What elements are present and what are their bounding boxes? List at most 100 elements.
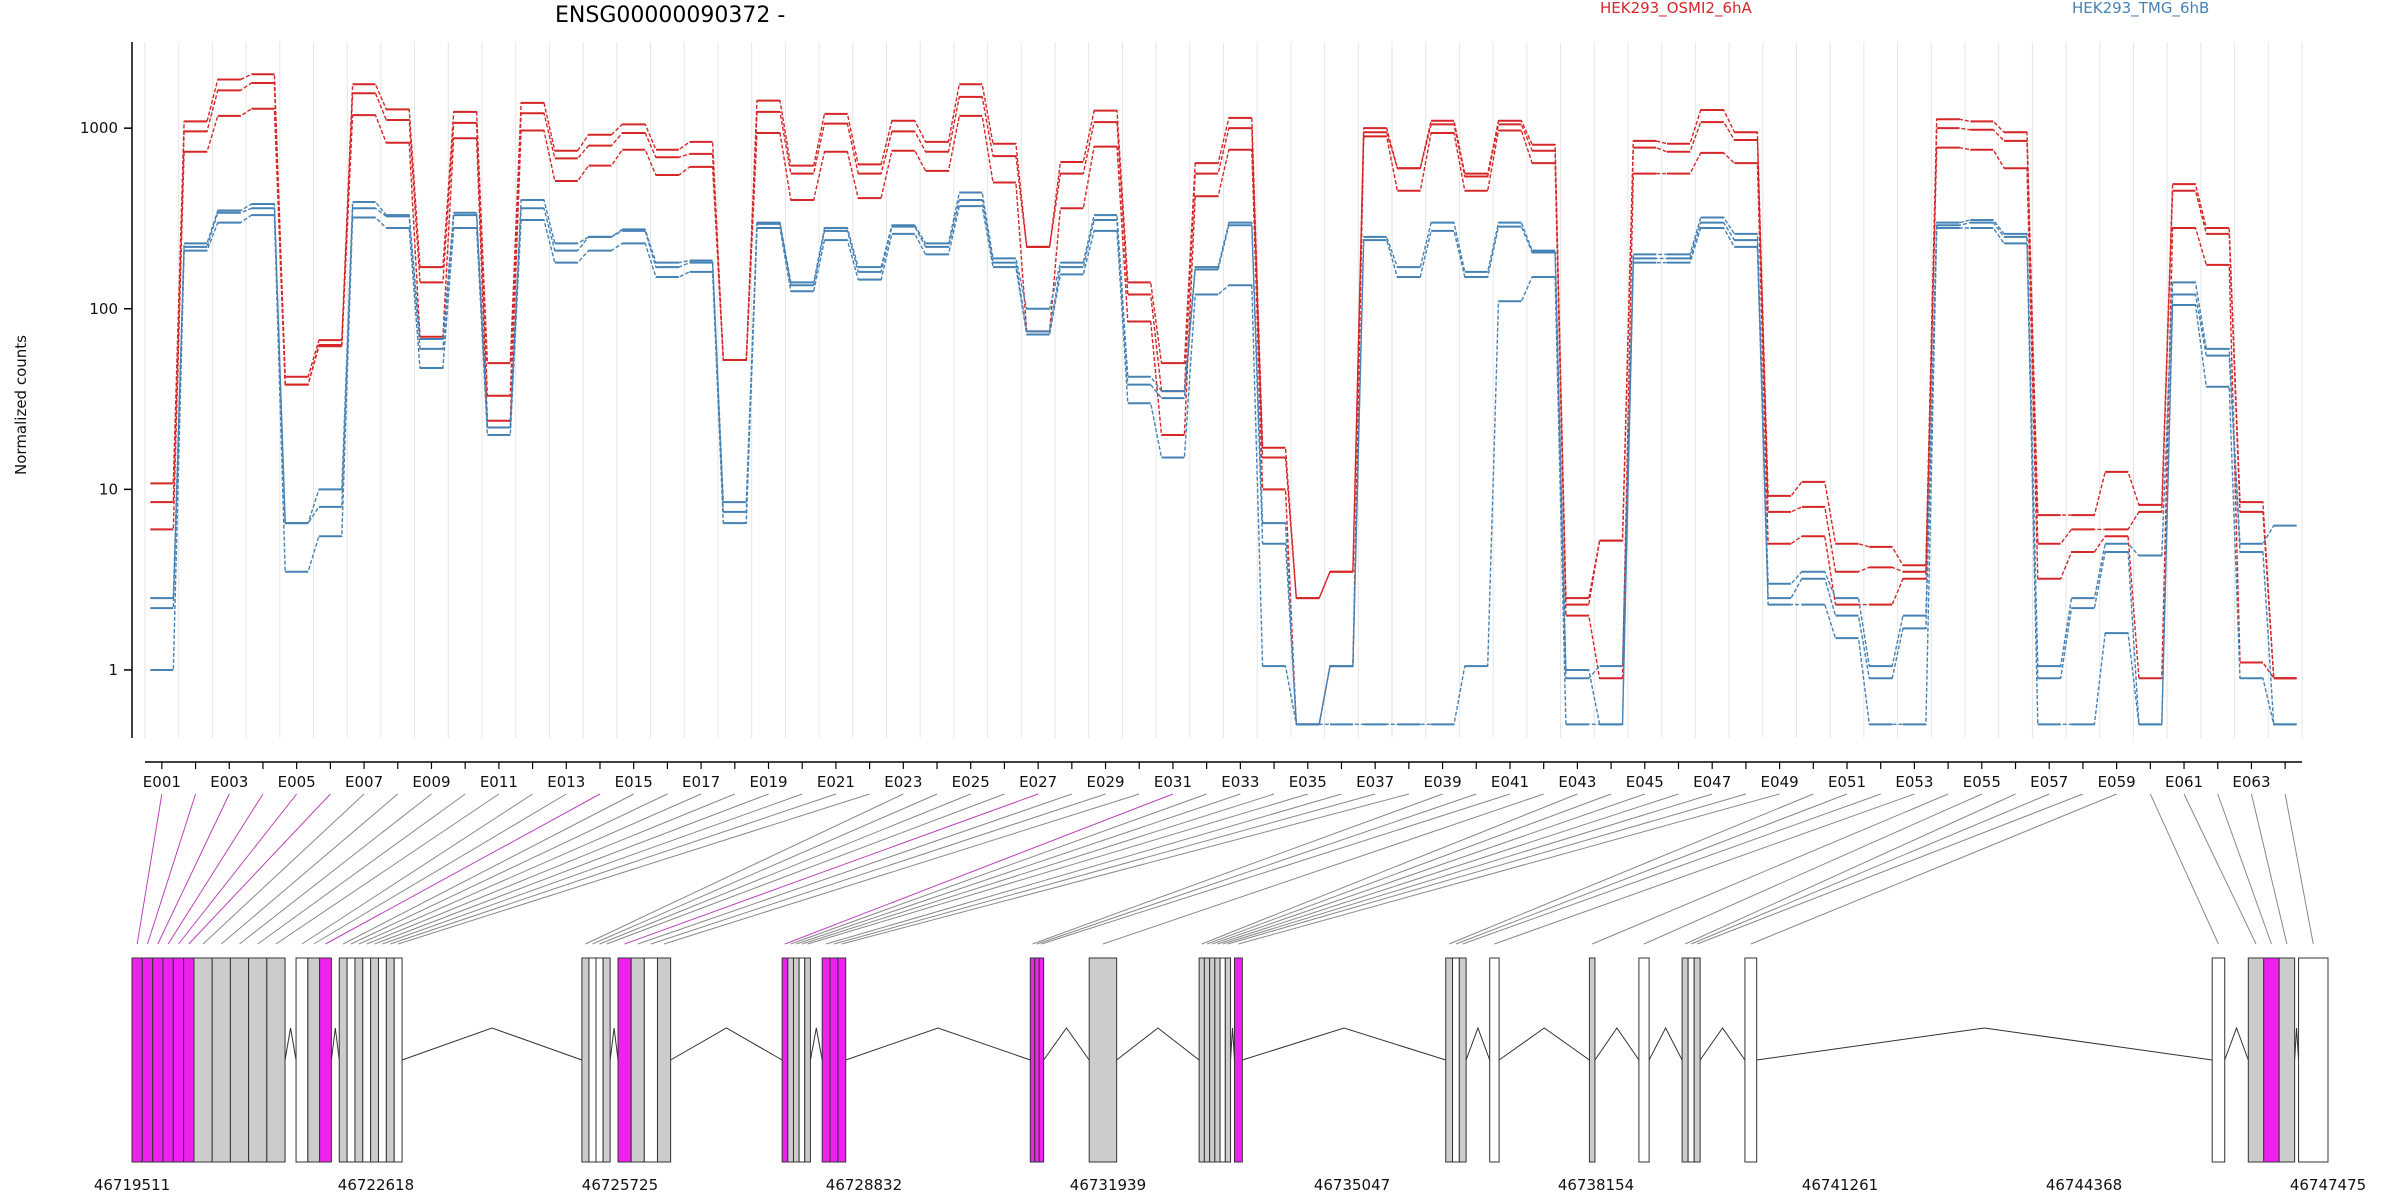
exon-box [183, 957, 195, 1163]
exon-box [1638, 957, 1650, 1163]
exon-connector [275, 793, 500, 945]
exon-connector [202, 793, 365, 945]
series-2 [150, 107, 2297, 726]
chart-title: ENSG00000090372 - [555, 3, 785, 28]
exon-connector [1448, 793, 1814, 945]
intron [1116, 1027, 1200, 1061]
x-tick-label: E003 [210, 773, 248, 791]
x-tick-label: E057 [2030, 773, 2068, 791]
exon-box [338, 957, 348, 1163]
genomic-tick-label: 46741261 [1802, 1176, 1878, 1194]
genomic-tick-label: 46722618 [338, 1176, 414, 1194]
genomic-tick-label: 46738154 [1558, 1176, 1634, 1194]
exon-box [229, 957, 250, 1163]
x-tick-label: E047 [1693, 773, 1731, 791]
x-tick-label: E059 [2098, 773, 2136, 791]
x-tick-label: E027 [1019, 773, 1057, 791]
exon-connector [397, 793, 870, 945]
exon-box [837, 957, 847, 1163]
exon-connector [342, 793, 634, 945]
legend-item-tmg: HEK293_TMG_6hB [2072, 0, 2209, 18]
intron [1230, 1027, 1235, 1061]
exon-connector [841, 793, 1409, 945]
exon-connector [1690, 793, 2050, 945]
exon-connector [313, 793, 567, 945]
exon-connector [1643, 793, 1983, 945]
exon-box [378, 957, 387, 1163]
exon-box [2211, 957, 2226, 1163]
exon-connector [178, 793, 298, 945]
exon-box [370, 957, 380, 1163]
exon-box [1038, 957, 1045, 1163]
exon-box [781, 957, 789, 1163]
x-tick-label: E007 [345, 773, 383, 791]
exon-box [1452, 957, 1460, 1163]
genomic-tick-label: 46744368 [2046, 1176, 2122, 1194]
exon-connector [366, 793, 735, 945]
exon-connector [599, 793, 971, 945]
exon-box [307, 957, 321, 1163]
x-tick-label: E061 [2165, 773, 2203, 791]
x-tick-label: E039 [1424, 773, 1462, 791]
exon-connector [1222, 793, 1713, 945]
genomic-tick-label: 46719511 [94, 1176, 170, 1194]
intron [1699, 1027, 1746, 1061]
exon-box [319, 957, 332, 1163]
series-line [150, 108, 2297, 725]
x-tick-label: E055 [1963, 773, 2001, 791]
intron [670, 1027, 783, 1061]
exon-connector [1227, 793, 1747, 945]
exon-box [131, 957, 143, 1163]
exon-box [1088, 957, 1118, 1163]
exon-connector [325, 793, 601, 945]
x-tick-label: E021 [817, 773, 855, 791]
x-tick-label: E023 [884, 773, 922, 791]
exon-connector [784, 793, 1174, 945]
vertical-grid [144, 42, 2303, 738]
genomic-tick-label: 46735047 [1314, 1176, 1390, 1194]
exon-box [1744, 957, 1758, 1163]
x-tick-label: E011 [480, 773, 518, 791]
exon-box [346, 957, 356, 1163]
x-tick-label: E001 [143, 773, 181, 791]
exon-connector [663, 793, 1140, 945]
plot-area [150, 73, 2297, 726]
exon-box [152, 957, 164, 1163]
exon-box [1029, 957, 1036, 1163]
exon-box [193, 957, 213, 1163]
exon-box [385, 957, 395, 1163]
exon-box [787, 957, 794, 1163]
intron [1594, 1027, 1640, 1061]
exon-box [211, 957, 231, 1163]
exon-connector [1102, 793, 1544, 945]
exon-box [656, 957, 672, 1163]
y-tick-label: 100 [89, 300, 118, 318]
y-axis-label: Normalized counts [12, 335, 30, 475]
exon-box [595, 957, 604, 1163]
exon-connector [350, 793, 668, 945]
exon-connector [1494, 793, 1915, 945]
series-line [150, 205, 2297, 725]
exon-connector [374, 793, 769, 945]
intron [1648, 1026, 1683, 1061]
exon-connector [220, 793, 399, 945]
exon-connector [2149, 793, 2219, 945]
exon-box [1034, 957, 1040, 1163]
intron [845, 1027, 1031, 1061]
x-tick-label: E045 [1626, 773, 1664, 791]
exon-box [1681, 957, 1689, 1163]
exon-connector [1238, 793, 1780, 945]
exon-connector [188, 793, 331, 945]
exon-connector [1462, 793, 1881, 945]
exon-box [393, 957, 403, 1163]
intron [2294, 1027, 2300, 1061]
exon-connector [1750, 793, 2117, 945]
exon-box [1224, 957, 1232, 1163]
intron [1242, 1027, 1446, 1061]
x-tick-label: E053 [1895, 773, 1933, 791]
exon-connector [382, 793, 803, 945]
exon-box [1233, 957, 1243, 1163]
exon-axis: E001 E003 E005 E007 E009 E011 E013 E015 E017 E019… [143, 761, 2302, 791]
exon-connector [790, 793, 1207, 945]
